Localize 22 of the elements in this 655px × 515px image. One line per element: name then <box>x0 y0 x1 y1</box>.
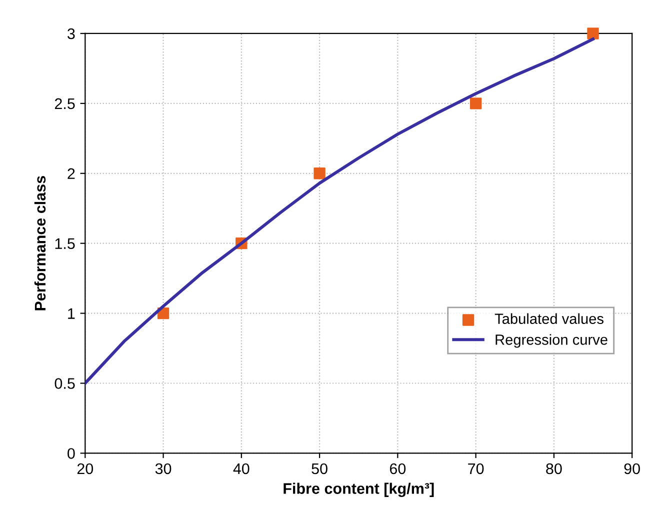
x-tick-label: 70 <box>468 463 484 474</box>
x-tick-label: 90 <box>624 463 640 474</box>
point <box>470 98 482 110</box>
y-tick-label: 0.5 <box>54 378 75 389</box>
point <box>587 28 599 40</box>
legend-label: Tabulated values <box>494 313 604 324</box>
x-tick-label: 50 <box>312 463 328 474</box>
point <box>314 168 326 180</box>
y-tick-label: 0 <box>68 448 75 459</box>
x-tick-label: 80 <box>546 463 562 474</box>
y-tick-label: 2.5 <box>54 98 75 110</box>
legend-label: Regression curve <box>496 334 608 348</box>
x-tick-label: 20 <box>77 463 94 474</box>
x-tick-label: 40 <box>233 463 250 474</box>
x-axis-title: Fibre content [kg/m³] <box>284 482 434 498</box>
y-tick-label: 2 <box>68 168 75 179</box>
y-tick-label: 3 <box>68 28 75 40</box>
y-tick-label: 1.5 <box>55 238 75 250</box>
x-tick-label: 30 <box>155 463 172 474</box>
y-tick-label: 1 <box>68 308 75 319</box>
x-tick-label: 60 <box>390 463 406 474</box>
y-axis-title: Performance class <box>34 176 46 310</box>
